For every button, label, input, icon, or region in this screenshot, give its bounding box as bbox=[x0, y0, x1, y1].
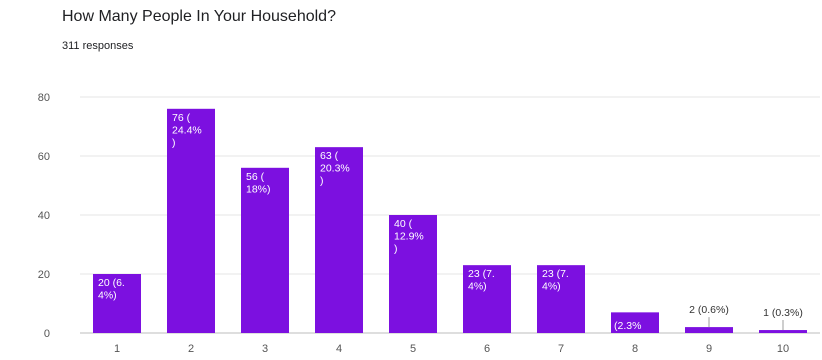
y-tick-label: 40 bbox=[38, 210, 50, 222]
x-tick-label: 8 bbox=[632, 343, 638, 355]
data-label: 20 (6. 4%) bbox=[98, 277, 125, 302]
response-count: 311 responses bbox=[62, 40, 134, 52]
data-label: 2 (0.6%) bbox=[689, 304, 729, 316]
x-tick-label: 6 bbox=[484, 343, 490, 355]
bar bbox=[93, 274, 141, 333]
data-label: 23 (7. 4%) bbox=[468, 268, 495, 293]
x-tick-label: 3 bbox=[262, 343, 268, 355]
bar bbox=[685, 327, 733, 333]
x-tick-label: 5 bbox=[410, 343, 416, 355]
y-tick-label: 20 bbox=[38, 269, 50, 281]
data-label: 40 (12.9%) bbox=[394, 218, 424, 255]
y-tick-label: 0 bbox=[44, 328, 50, 340]
bar bbox=[389, 215, 437, 333]
x-tick-label: 7 bbox=[558, 343, 564, 355]
x-tick-label: 9 bbox=[706, 343, 712, 355]
x-tick-label: 2 bbox=[188, 343, 194, 355]
bar bbox=[463, 265, 511, 333]
x-tick-label: 1 bbox=[114, 343, 120, 355]
data-label: 1 (0.3%) bbox=[763, 307, 803, 319]
bar bbox=[537, 265, 585, 333]
data-label: 63 (20.3%) bbox=[320, 150, 350, 187]
data-label: 23 (7. 4%) bbox=[542, 268, 569, 293]
data-label: 76 (24.4%) bbox=[172, 112, 202, 149]
y-tick-label: 60 bbox=[38, 151, 50, 163]
bar bbox=[315, 147, 363, 333]
data-label: 56 (18%) bbox=[246, 171, 271, 196]
y-tick-label: 80 bbox=[38, 92, 50, 104]
x-tick-label: 4 bbox=[336, 343, 342, 355]
bar bbox=[759, 330, 807, 333]
bar bbox=[611, 312, 659, 333]
x-tick-label: 10 bbox=[777, 343, 789, 355]
bar bbox=[167, 108, 215, 333]
bar bbox=[241, 167, 289, 333]
data-label: (2.3% bbox=[614, 320, 641, 332]
chart-title: How Many People In Your Household? bbox=[62, 8, 336, 25]
